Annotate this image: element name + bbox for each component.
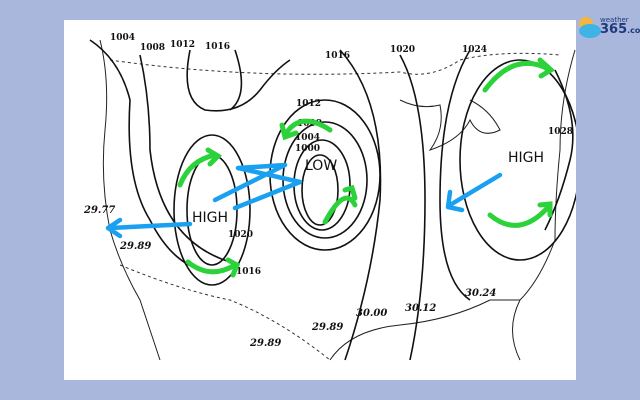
isobar-label: 1024 xyxy=(462,45,487,55)
isobar-label: 1020 xyxy=(228,230,253,240)
pressure-label: 29.89 xyxy=(249,338,281,349)
isobar-label: 1028 xyxy=(548,127,573,137)
isobar xyxy=(173,134,251,286)
isobar-label: 1020 xyxy=(390,45,415,55)
isobar-label: 1016 xyxy=(236,267,261,277)
pressure-label: 29.89 xyxy=(311,322,343,333)
isobar-label: 1012 xyxy=(170,40,195,50)
isobar-map-svg: 1004 1008 1012 1016 1016 1020 1024 1028 … xyxy=(83,33,576,361)
isobar-label: 1008 xyxy=(140,43,165,53)
isobar xyxy=(439,49,471,301)
isobar xyxy=(229,49,243,111)
weather-map: 1004 1008 1012 1016 1016 1020 1024 1028 … xyxy=(64,20,576,380)
isobar-label: 1000 xyxy=(295,144,320,154)
isobar-label: 1004 xyxy=(295,133,320,143)
circulation-arrows xyxy=(177,57,556,278)
isobar-label: 1008 xyxy=(297,119,322,129)
east-coast xyxy=(512,49,576,361)
high-pressure-label: HIGH xyxy=(508,150,544,166)
high-pressure-label: HIGH xyxy=(192,210,228,226)
isobar-label: 1004 xyxy=(110,33,135,43)
logo-number: 365 xyxy=(600,22,628,37)
isobar xyxy=(544,69,574,231)
pressure-label: 30.12 xyxy=(405,303,436,314)
isobar xyxy=(186,49,291,112)
pressure-label: 30.24 xyxy=(465,288,496,299)
gulf-coast xyxy=(329,299,520,361)
canada-border xyxy=(109,52,561,75)
west-coast xyxy=(99,39,161,361)
isobar xyxy=(339,49,382,361)
cloud-sun-icon xyxy=(579,17,601,38)
mexico-border xyxy=(119,264,331,361)
isobar xyxy=(399,54,426,361)
low-pressure-label: LOW xyxy=(305,158,337,174)
pressure-label: 30.00 xyxy=(356,308,387,319)
logo-text-top: weather xyxy=(600,16,629,24)
great-lakes xyxy=(399,99,501,151)
isobar-label: 1016 xyxy=(205,42,230,52)
isobar xyxy=(139,54,231,263)
isobar-label: 1012 xyxy=(296,99,321,109)
isobar xyxy=(459,59,576,261)
pressure-label: 29.77 xyxy=(83,205,115,216)
pressure-label: 29.89 xyxy=(119,241,151,252)
flow-arrows xyxy=(105,162,503,239)
isobar xyxy=(89,39,201,271)
isobar xyxy=(301,154,339,226)
isobar-label: 1016 xyxy=(325,51,350,61)
logo-suffix: .com xyxy=(627,26,640,35)
